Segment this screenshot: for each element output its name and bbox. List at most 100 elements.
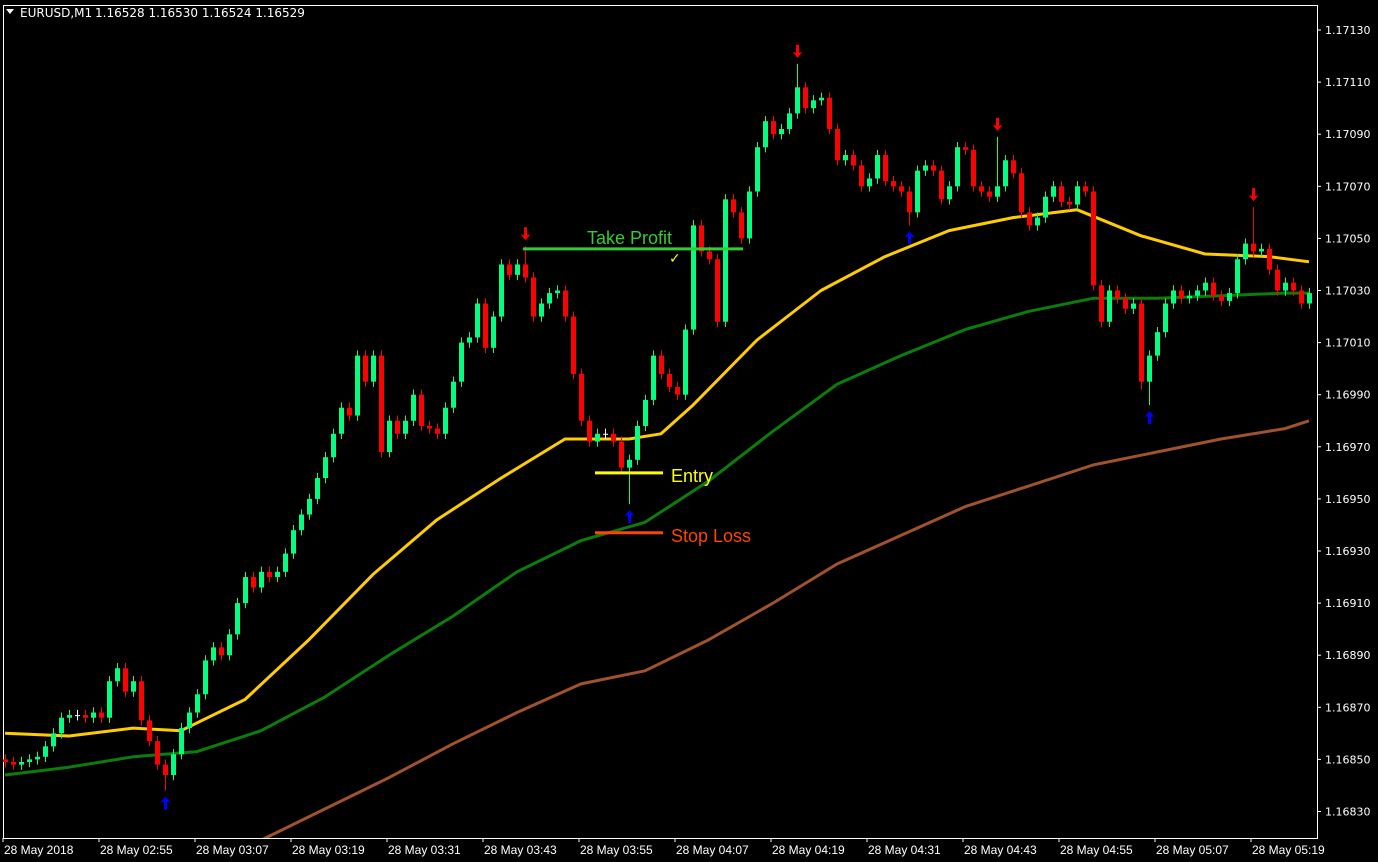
candle xyxy=(1123,293,1128,314)
price-tick-label: 1.16830 xyxy=(1325,806,1371,819)
candle xyxy=(883,149,888,187)
candle-body xyxy=(259,571,264,588)
candle xyxy=(99,707,104,723)
moving-average-line xyxy=(4,208,1310,738)
price-tick-label: 1.16930 xyxy=(1325,545,1371,558)
candle-body xyxy=(1131,303,1136,309)
candle xyxy=(747,186,752,244)
dropdown-triangle-icon[interactable] xyxy=(6,9,14,14)
candle-body xyxy=(955,147,960,187)
price-tick-label: 1.17010 xyxy=(1325,337,1371,350)
candle-body xyxy=(19,762,24,765)
candle xyxy=(515,259,520,281)
candle xyxy=(1139,298,1144,390)
price-axis[interactable]: 1.17130 1.17110 1.17090 1.17070 1.17050 1.170… xyxy=(1317,24,1371,819)
candle xyxy=(611,428,616,447)
candle-body xyxy=(331,433,336,458)
candle-body xyxy=(1035,217,1040,226)
candle xyxy=(387,415,392,458)
candle-body xyxy=(963,147,968,150)
candle-body xyxy=(59,717,64,734)
candle xyxy=(971,144,976,192)
candle xyxy=(963,142,968,156)
price-tick-label: 1.17110 xyxy=(1325,76,1371,89)
candle-body xyxy=(803,87,808,109)
candle-body xyxy=(899,186,904,192)
candle xyxy=(795,63,800,119)
candle xyxy=(131,676,136,697)
candle-body xyxy=(1107,290,1112,322)
candle-body xyxy=(371,355,376,382)
time-tick-label: 28 May 03:07 xyxy=(196,843,269,857)
candle xyxy=(283,548,288,578)
candle xyxy=(811,95,816,114)
candle xyxy=(579,368,584,426)
candle xyxy=(787,108,792,135)
candle xyxy=(251,571,256,593)
candle xyxy=(1179,285,1184,304)
candle-body xyxy=(1299,290,1304,304)
candle xyxy=(635,420,640,466)
candle-body xyxy=(1115,290,1120,299)
price-tick-label: 1.16950 xyxy=(1325,493,1371,506)
candle-body xyxy=(819,97,824,101)
price-tick-label: 1.16970 xyxy=(1325,441,1371,454)
candle-body xyxy=(195,694,200,713)
candle-body xyxy=(315,478,320,499)
candle-body xyxy=(51,733,56,747)
candle-body xyxy=(443,407,448,434)
candle-body xyxy=(1051,186,1056,197)
symbol-label: EURUSD,M1 xyxy=(20,6,92,20)
candle-body xyxy=(163,764,168,776)
candle-body xyxy=(1171,290,1176,304)
candle-body xyxy=(323,457,328,479)
candle xyxy=(1027,207,1032,231)
candle xyxy=(1131,298,1136,314)
candle xyxy=(243,571,248,609)
quote-values: 1.16528 1.16530 1.16524 1.16529 xyxy=(95,6,305,20)
candle xyxy=(59,712,64,739)
candle-body xyxy=(875,155,880,179)
candle xyxy=(723,194,728,327)
candle xyxy=(1011,155,1016,179)
candle-body xyxy=(299,514,304,531)
candle-body xyxy=(811,100,816,109)
candle-body xyxy=(1283,282,1288,291)
candle-body xyxy=(923,165,928,171)
candle-body xyxy=(1187,295,1192,299)
time-tick-label: 28 May 04:19 xyxy=(772,843,845,857)
candle xyxy=(1067,196,1072,210)
candle xyxy=(715,254,720,327)
candle xyxy=(843,149,848,166)
candle xyxy=(675,381,680,400)
time-axis[interactable]: 28 May 2018 28 May 02:55 28 May 03:07 28 Ma… xyxy=(2,838,1325,857)
candle-body xyxy=(659,355,664,374)
candle-body xyxy=(995,186,1000,197)
time-tick-label: 28 May 02:55 xyxy=(100,843,173,857)
candle xyxy=(1091,186,1096,291)
candle xyxy=(907,186,912,226)
candle xyxy=(555,285,560,299)
candle-body xyxy=(883,155,888,182)
price-tick-label: 1.16910 xyxy=(1325,597,1371,610)
candle xyxy=(571,311,576,380)
candle xyxy=(307,493,312,520)
candle xyxy=(355,350,360,421)
candle xyxy=(819,92,824,106)
candle-body xyxy=(435,428,440,434)
time-tick-label: 28 May 03:19 xyxy=(292,843,365,857)
candle-body xyxy=(123,668,128,692)
chart-title: EURUSD,M1 1.16528 1.16530 1.16524 1.1652… xyxy=(6,6,305,20)
price-tick-label: 1.17130 xyxy=(1325,24,1371,37)
candle-body xyxy=(867,178,872,187)
candle xyxy=(1251,207,1256,257)
candle xyxy=(1243,238,1248,265)
candle xyxy=(771,115,776,140)
candle xyxy=(987,186,992,202)
candle-body xyxy=(179,728,184,755)
trade-levels: Take Profit Entry Stop Loss ✓ xyxy=(523,228,751,546)
candle xyxy=(643,394,648,432)
candle xyxy=(1283,277,1288,296)
candle xyxy=(915,165,920,218)
